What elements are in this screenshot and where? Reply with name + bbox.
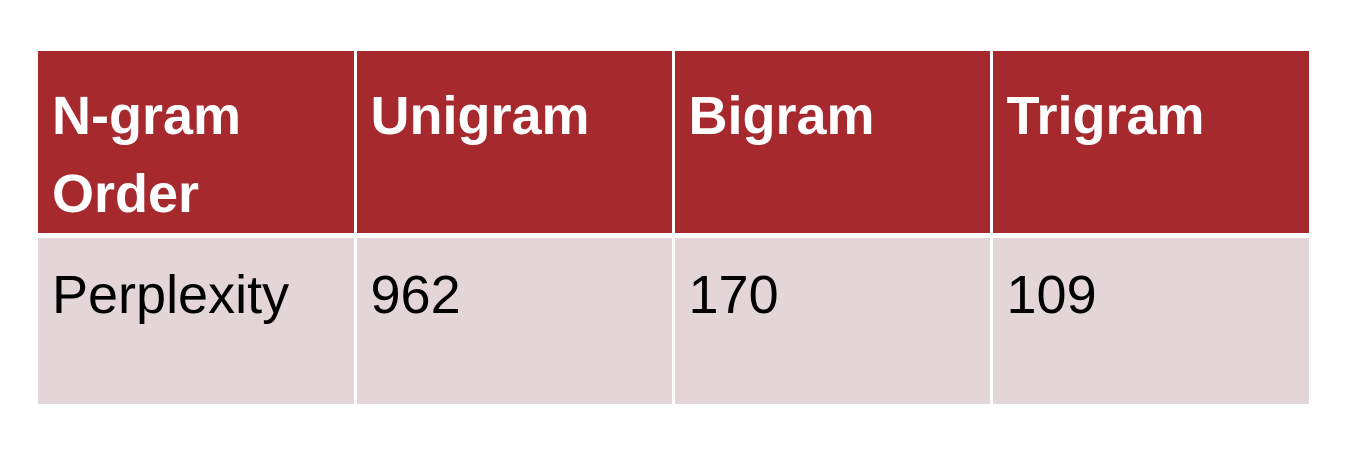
header-ngram-order: N-gram Order xyxy=(38,51,357,238)
header-trigram: Trigram xyxy=(991,51,1309,238)
cell-trigram-perplexity: 109 xyxy=(991,235,1309,404)
row-label-perplexity: Perplexity xyxy=(38,235,357,404)
header-row: N-gram Order Unigram Bigram Trigram xyxy=(38,51,1309,238)
cell-bigram-perplexity: 170 xyxy=(673,235,993,404)
header-bigram: Bigram xyxy=(673,51,993,238)
table-row: Perplexity 962 170 109 xyxy=(38,235,1309,404)
header-unigram: Unigram xyxy=(355,51,675,238)
perplexity-table: N-gram Order Unigram Bigram Trigram Perp… xyxy=(38,51,1309,404)
cell-unigram-perplexity: 962 xyxy=(355,235,675,404)
